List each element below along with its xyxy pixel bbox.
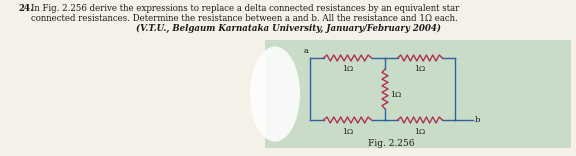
Text: connected resistances. Determine the resistance between a and b. All the resista: connected resistances. Determine the res… <box>31 14 458 23</box>
Text: 1Ω: 1Ω <box>414 128 426 136</box>
Text: (V.T.U., Belgaum Karnataka University, January/February 2004): (V.T.U., Belgaum Karnataka University, J… <box>135 24 441 33</box>
Text: 1Ω: 1Ω <box>390 91 401 99</box>
Bar <box>265 40 571 148</box>
Text: Fig. 2.256: Fig. 2.256 <box>368 139 415 148</box>
Text: 1Ω: 1Ω <box>342 65 353 73</box>
Text: 24.: 24. <box>18 4 33 13</box>
Text: In Fig. 2.256 derive the expressions to replace a delta connected resistances by: In Fig. 2.256 derive the expressions to … <box>31 4 459 13</box>
Text: a: a <box>303 47 308 55</box>
Ellipse shape <box>250 46 300 141</box>
Text: 1Ω: 1Ω <box>342 128 353 136</box>
Text: b: b <box>475 116 480 124</box>
Text: 1Ω: 1Ω <box>414 65 426 73</box>
